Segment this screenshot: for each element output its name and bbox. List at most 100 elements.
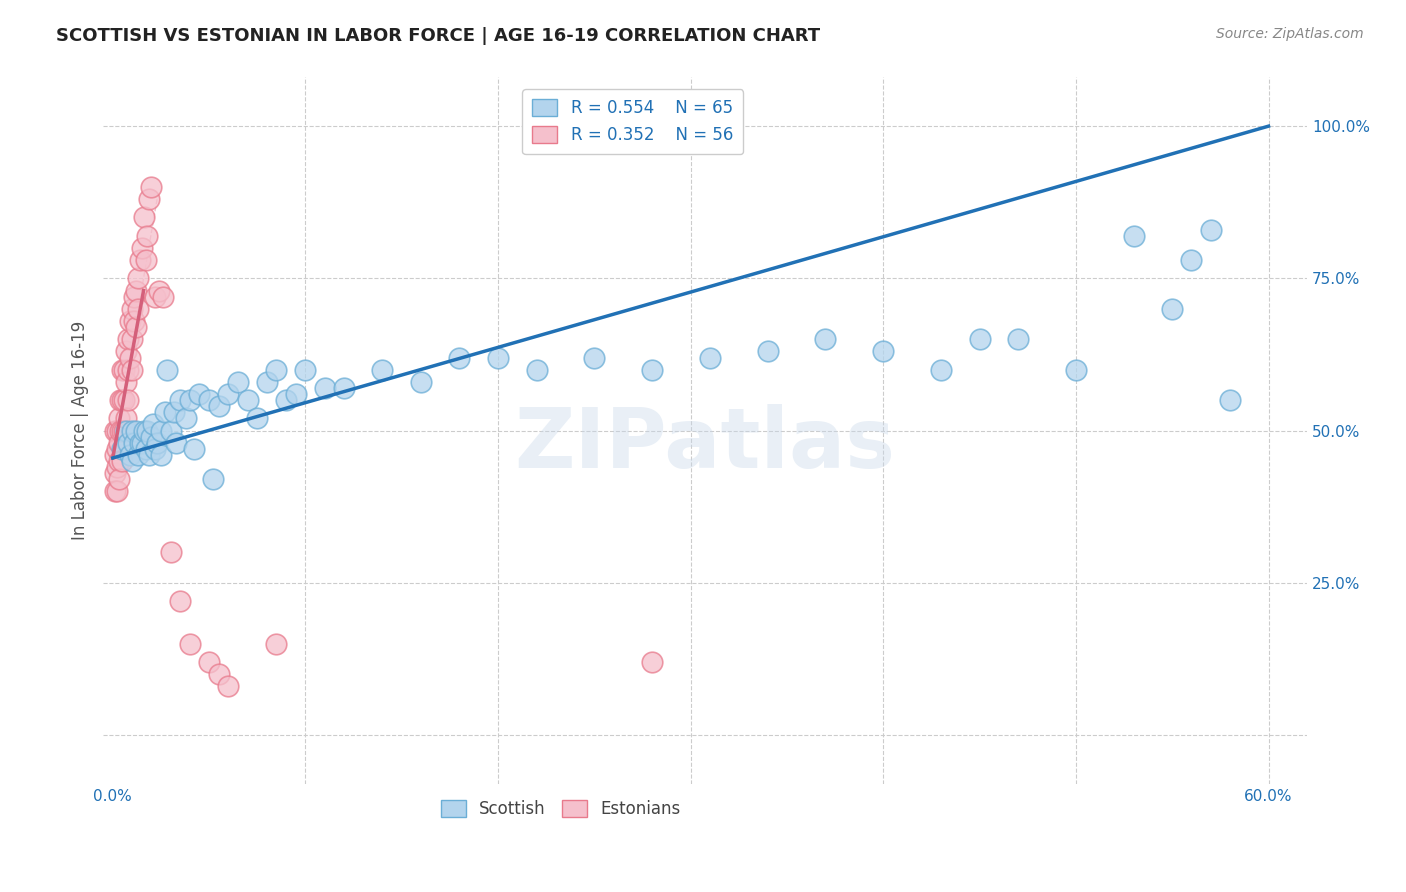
Point bbox=[105, 442, 128, 456]
Point bbox=[1064, 362, 1087, 376]
Point bbox=[314, 381, 336, 395]
Point bbox=[146, 435, 169, 450]
Point bbox=[125, 320, 148, 334]
Point bbox=[149, 424, 172, 438]
Point bbox=[148, 284, 170, 298]
Point bbox=[117, 362, 139, 376]
Point bbox=[125, 284, 148, 298]
Point bbox=[198, 393, 221, 408]
Point bbox=[641, 362, 664, 376]
Point bbox=[112, 424, 135, 438]
Point bbox=[1199, 222, 1222, 236]
Point bbox=[115, 344, 138, 359]
Point bbox=[111, 393, 134, 408]
Point bbox=[141, 430, 163, 444]
Point bbox=[121, 454, 143, 468]
Point bbox=[142, 417, 165, 432]
Point bbox=[111, 424, 134, 438]
Text: ZIPatlas: ZIPatlas bbox=[515, 404, 896, 485]
Point bbox=[138, 192, 160, 206]
Point bbox=[127, 448, 149, 462]
Point bbox=[104, 484, 127, 499]
Point bbox=[1219, 393, 1241, 408]
Point bbox=[107, 411, 129, 425]
Point bbox=[208, 399, 231, 413]
Point bbox=[136, 424, 159, 438]
Point bbox=[107, 435, 129, 450]
Point bbox=[246, 411, 269, 425]
Text: SCOTTISH VS ESTONIAN IN LABOR FORCE | AGE 16-19 CORRELATION CHART: SCOTTISH VS ESTONIAN IN LABOR FORCE | AG… bbox=[56, 27, 820, 45]
Point bbox=[583, 351, 606, 365]
Point bbox=[159, 545, 181, 559]
Point bbox=[929, 362, 952, 376]
Point bbox=[236, 393, 259, 408]
Point bbox=[1122, 228, 1144, 243]
Point bbox=[284, 387, 307, 401]
Point bbox=[208, 667, 231, 681]
Point bbox=[110, 393, 132, 408]
Point bbox=[120, 351, 142, 365]
Point bbox=[294, 362, 316, 376]
Point bbox=[104, 424, 127, 438]
Point bbox=[169, 393, 191, 408]
Point bbox=[201, 472, 224, 486]
Point bbox=[486, 351, 509, 365]
Point bbox=[127, 271, 149, 285]
Point bbox=[111, 454, 134, 468]
Point bbox=[117, 332, 139, 346]
Legend: Scottish, Estonians: Scottish, Estonians bbox=[434, 793, 688, 825]
Point bbox=[120, 314, 142, 328]
Point bbox=[107, 454, 129, 468]
Point bbox=[1007, 332, 1029, 346]
Point bbox=[641, 655, 664, 669]
Point bbox=[132, 211, 155, 225]
Point bbox=[449, 351, 471, 365]
Point bbox=[152, 290, 174, 304]
Point bbox=[125, 424, 148, 438]
Point bbox=[143, 442, 166, 456]
Point bbox=[121, 332, 143, 346]
Point bbox=[127, 301, 149, 316]
Point bbox=[115, 375, 138, 389]
Point bbox=[122, 435, 145, 450]
Point bbox=[117, 393, 139, 408]
Point bbox=[226, 375, 249, 389]
Point bbox=[121, 424, 143, 438]
Point bbox=[814, 332, 837, 346]
Point bbox=[121, 301, 143, 316]
Point bbox=[111, 362, 134, 376]
Point bbox=[122, 290, 145, 304]
Point bbox=[104, 448, 127, 462]
Point bbox=[188, 387, 211, 401]
Point bbox=[179, 393, 201, 408]
Point bbox=[128, 435, 150, 450]
Point bbox=[179, 637, 201, 651]
Point bbox=[128, 253, 150, 268]
Point bbox=[131, 241, 153, 255]
Point bbox=[117, 435, 139, 450]
Point bbox=[159, 424, 181, 438]
Point bbox=[699, 351, 721, 365]
Point bbox=[143, 290, 166, 304]
Point bbox=[872, 344, 894, 359]
Point bbox=[110, 424, 132, 438]
Point bbox=[165, 435, 187, 450]
Point bbox=[121, 362, 143, 376]
Point bbox=[256, 375, 278, 389]
Point bbox=[120, 448, 142, 462]
Point bbox=[333, 381, 356, 395]
Point bbox=[138, 448, 160, 462]
Point bbox=[134, 253, 156, 268]
Point bbox=[1161, 301, 1184, 316]
Point bbox=[104, 467, 127, 481]
Point bbox=[217, 387, 239, 401]
Point bbox=[134, 442, 156, 456]
Point bbox=[371, 362, 394, 376]
Point bbox=[112, 362, 135, 376]
Point bbox=[141, 180, 163, 194]
Point bbox=[115, 424, 138, 438]
Point bbox=[105, 460, 128, 475]
Point bbox=[122, 314, 145, 328]
Point bbox=[183, 442, 205, 456]
Point bbox=[163, 405, 186, 419]
